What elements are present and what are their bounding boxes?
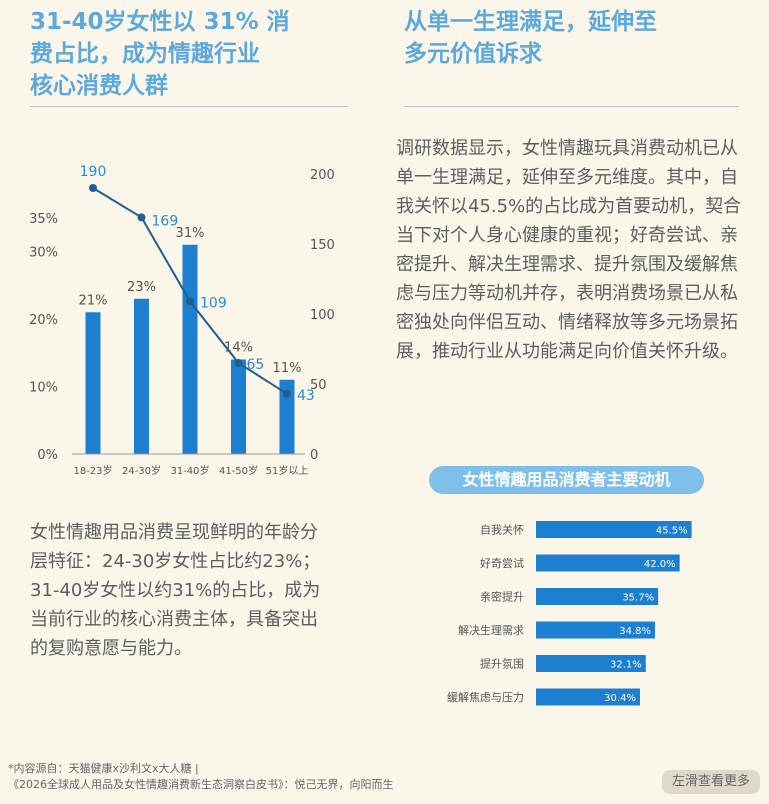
trend-point bbox=[234, 359, 243, 367]
right-axis-tick: 200 bbox=[310, 168, 335, 183]
bar bbox=[279, 379, 295, 454]
age-distribution-chart: 0% 10% 20% 30% 35% 0 50 100 150 200 21% 18-23岁 23% 24… bbox=[29, 164, 335, 477]
x-axis-tick: 51岁以上 bbox=[266, 464, 309, 477]
right-axis-tick: 100 bbox=[310, 308, 335, 323]
motive-value-label: 35.7% bbox=[622, 593, 654, 604]
right-description: 调研数据显示，女性情趣玩具消费动机已从单一生理满足，延伸至多元维度。其中，自我关… bbox=[396, 138, 742, 362]
x-axis-tick: 41-50岁 bbox=[219, 464, 258, 477]
left-heading-line: 核心消费人群 bbox=[30, 73, 168, 99]
motivation-chart-title: 女性情趣用品消费者主要动机 bbox=[429, 466, 704, 494]
right-heading-line: 多元价值诉求 bbox=[404, 41, 542, 67]
left-heading-line: 费占比，成为情趣行业 bbox=[30, 41, 260, 67]
trend-point bbox=[137, 213, 146, 222]
left-axis-tick: 35% bbox=[29, 212, 58, 227]
source-line: *内容源自：天猫健康x沙利文x大人糖 | bbox=[8, 762, 199, 775]
right-axis-tick: 0 bbox=[310, 448, 318, 463]
left-axis-tick: 30% bbox=[29, 246, 58, 261]
left-description: 女性情趣用品消费呈现鲜明的年龄分层特征：24-30岁女性占比约23%；31-40… bbox=[30, 522, 321, 659]
left-heading: 31-40岁女性以 31% 消 费占比，成为情趣行业 核心消费人群 bbox=[30, 6, 350, 102]
motive-bar bbox=[536, 521, 692, 538]
left-axis-tick: 10% bbox=[29, 381, 58, 396]
left-axis-tick: 0% bbox=[37, 448, 58, 463]
x-axis-tick: 18-23岁 bbox=[73, 464, 112, 477]
motive-value-label: 45.5% bbox=[656, 526, 688, 537]
bar-value-label: 31% bbox=[176, 226, 205, 241]
source-line: 《2026全球成人用品及女性情趣消费新生态洞察白皮书》：悦己无界，向阳而生 bbox=[8, 778, 394, 791]
trend-value-label: 109 bbox=[200, 295, 227, 311]
motive-category-label: 缓解焦虑与压力 bbox=[447, 690, 524, 704]
right-heading: 从单一生理满足，延伸至 多元价值诉求 bbox=[404, 6, 734, 70]
x-axis-tick: 24-30岁 bbox=[122, 464, 161, 477]
bar bbox=[182, 244, 198, 454]
right-heading-line: 从单一生理满足，延伸至 bbox=[404, 9, 657, 35]
x-axis-tick: 31-40岁 bbox=[170, 464, 209, 477]
motive-bar bbox=[536, 621, 656, 639]
trend-value-label: 65 bbox=[247, 357, 265, 373]
motivation-chart: 自我关怀 45.5% 好奇尝试 42.0% 亲密提升 35.7% 解决生理需求 34.8% 提升… bbox=[447, 521, 692, 706]
bar bbox=[231, 359, 246, 454]
trend-point bbox=[89, 184, 97, 192]
motive-value-label: 32.1% bbox=[610, 660, 642, 671]
trend-value-label: 169 bbox=[152, 213, 179, 229]
motive-category-label: 提升氛围 bbox=[480, 658, 524, 671]
left-heading-line: 31-40岁女性以 31% 消 bbox=[30, 9, 290, 35]
motive-category-label: 解决生理需求 bbox=[458, 623, 524, 637]
trend-value-label: 43 bbox=[297, 388, 315, 404]
motive-bar bbox=[536, 554, 680, 572]
trend-point bbox=[283, 389, 291, 398]
right-axis-tick: 150 bbox=[310, 238, 335, 253]
bar-value-label: 14% bbox=[224, 341, 253, 356]
left-axis-tick: 20% bbox=[29, 313, 58, 328]
trend-value-label: 190 bbox=[80, 164, 107, 180]
motive-bar bbox=[536, 655, 646, 672]
swipe-more-button[interactable]: 左滑查看更多 bbox=[662, 770, 760, 794]
motive-bar bbox=[536, 688, 640, 706]
bar-value-label: 23% bbox=[127, 280, 156, 295]
bar-value-label: 11% bbox=[273, 361, 302, 376]
motive-category-label: 自我关怀 bbox=[480, 523, 524, 537]
motive-category-label: 亲密提升 bbox=[480, 590, 524, 604]
motive-value-label: 42.0% bbox=[644, 559, 676, 570]
right-divider bbox=[404, 106, 739, 107]
right-axis-tick: 50 bbox=[310, 378, 327, 393]
bar-value-label: 21% bbox=[79, 293, 108, 308]
bar bbox=[134, 298, 149, 454]
source-note: *内容源自：天猫健康x沙利文x大人糖 | 《2026全球成人用品及女性情趣消费新… bbox=[8, 761, 628, 793]
motive-bar bbox=[536, 588, 659, 605]
left-divider bbox=[30, 106, 348, 107]
motive-value-label: 30.4% bbox=[604, 693, 636, 704]
bar bbox=[85, 312, 101, 454]
trend-point bbox=[186, 297, 194, 306]
motive-value-label: 34.8% bbox=[619, 626, 651, 637]
motive-category-label: 好奇尝试 bbox=[480, 556, 524, 570]
